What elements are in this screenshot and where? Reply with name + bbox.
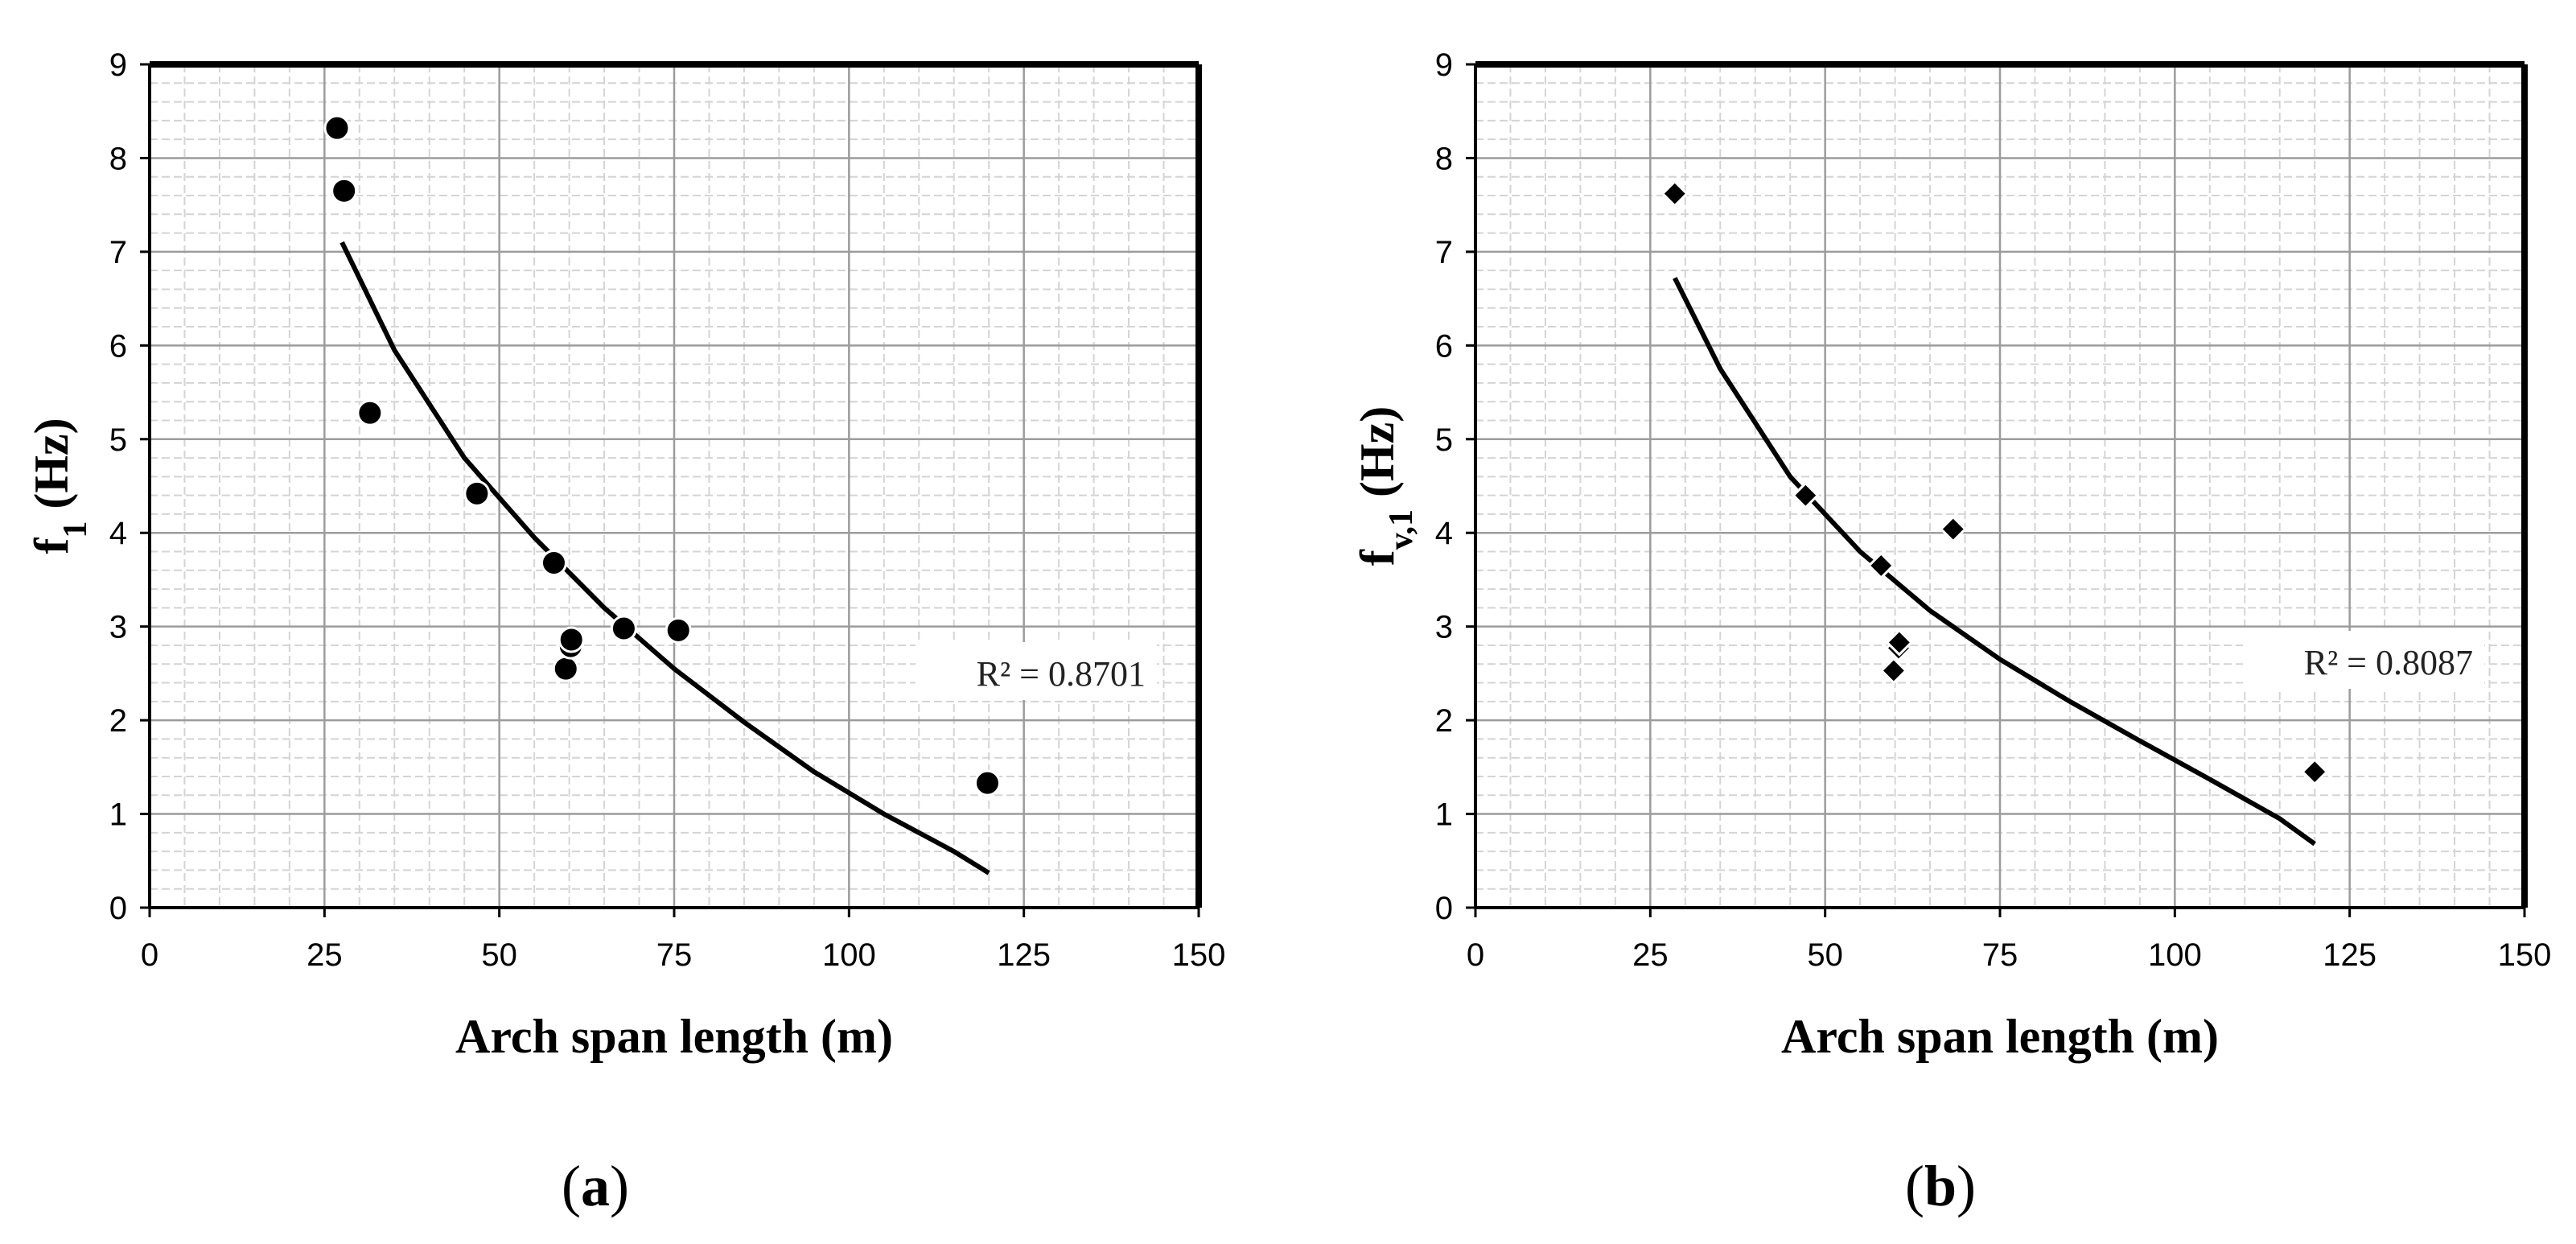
chart-b-y-tick-label: 3: [1435, 610, 1453, 645]
chart-b-x-tick-label: 100: [2148, 937, 2202, 973]
chart-b-panel-label-letter: b: [1924, 1154, 1957, 1218]
chart-a-x-tick-label: 100: [822, 937, 876, 973]
chart-a-panel-label-open: (: [562, 1154, 581, 1218]
chart-a: 0 25 50 75 100 125 150 0 1 2 3 4 5 6 7 8 9 R² = 0.8701 Arc…: [25, 47, 1225, 1218]
chart-b-data-point: [1879, 657, 1907, 685]
chart-a-grid: [148, 63, 1200, 909]
chart-b-grid: [1474, 63, 2526, 909]
chart-a-y-tick-label: 7: [109, 235, 127, 270]
chart-a-y-tick-label: 0: [109, 891, 127, 926]
chart-b-trendline: [1673, 277, 2316, 846]
chart-a-data-point: [973, 769, 1001, 797]
chart-a-x-tick-label: 150: [1172, 937, 1226, 973]
chart-b-y-axis-title-suffix: (Hz): [1351, 406, 1404, 509]
chart-b-panel-label-open: (: [1905, 1154, 1924, 1218]
chart-a-y-tick-label: 8: [109, 141, 127, 176]
chart-a-data-point: [356, 399, 384, 426]
chart-b-data-point: [1792, 481, 1820, 509]
chart-b-y-tick-label: 5: [1435, 422, 1453, 458]
chart-a-r2-box: [916, 642, 1157, 700]
chart-a-r2-annotation: R² = 0.8701: [916, 642, 1157, 700]
chart-a-data-point: [323, 114, 351, 142]
chart-a-x-tick-label: 75: [656, 937, 693, 973]
chart-b-panel-label: (b): [1905, 1154, 1976, 1218]
chart-b-r2-annotation: R² = 0.8087: [2243, 631, 2484, 689]
chart-a-panel-label-letter: a: [581, 1154, 610, 1218]
chart-a-y-axis-title-main: f: [25, 538, 78, 554]
chart-a-y-tick-label: 9: [109, 47, 127, 83]
chart-b: 0 25 50 75 100 125 150 0 1 2 3 4 5 6 7 8 9 R² = 0.8087 Arc…: [1351, 47, 2551, 1218]
chart-b-y-tick-label: 4: [1435, 516, 1453, 551]
chart-b-y-tick-label: 2: [1435, 703, 1453, 739]
chart-b-y-tick-label: 6: [1435, 328, 1453, 364]
chart-b-data-point: [1939, 515, 1967, 543]
chart-a-panel-label: (a): [562, 1154, 629, 1218]
chart-b-y-tick-label: 7: [1435, 235, 1453, 270]
chart-a-data-point: [610, 615, 637, 642]
chart-b-data-point: [2301, 758, 2329, 786]
chart-b-y-tick-label: 9: [1435, 47, 1453, 83]
chart-a-data-points: [323, 114, 1001, 797]
chart-b-x-tick-label: 25: [1632, 937, 1669, 973]
chart-b-y-axis-title-main: f: [1351, 549, 1404, 566]
chart-a-data-point: [463, 480, 491, 507]
chart-b-x-tick-label: 50: [1807, 937, 1843, 973]
chart-b-r2-box: [2243, 631, 2484, 689]
chart-a-y-axis-title: f1 (Hz): [25, 418, 94, 554]
chart-a-y-tick-label: 5: [109, 422, 127, 458]
chart-b-data-point: [1885, 628, 1913, 657]
chart-a-data-point: [665, 616, 692, 644]
chart-b-y-axis-title: fv,1 (Hz): [1351, 406, 1420, 566]
chart-a-x-tick-label: 25: [307, 937, 343, 973]
chart-b-y-axis-title-subscript: v,1: [1383, 509, 1420, 550]
chart-b-x-tick-label: 0: [1467, 937, 1484, 973]
chart-b-r2-label: R² = 0.8087: [2304, 643, 2473, 682]
chart-b-panel-label-close: ): [1957, 1154, 1976, 1218]
chart-b-x-tick-label: 125: [2323, 937, 2376, 973]
chart-b-x-tick-label: 75: [1982, 937, 2018, 973]
chart-a-trendline: [339, 241, 990, 875]
chart-a-y-tick-label: 1: [109, 797, 127, 833]
chart-a-x-tick-label: 0: [141, 937, 158, 973]
chart-a-y-tick-label: 6: [109, 328, 127, 364]
chart-b-y-tick-label: 1: [1435, 797, 1453, 833]
chart-a-y-axis-title-suffix: (Hz): [25, 418, 78, 521]
chart-a-x-tick-label: 50: [481, 937, 517, 973]
chart-b-y-tick-label: 0: [1435, 891, 1453, 926]
chart-b-x-tick-label: 150: [2498, 937, 2552, 973]
chart-a-x-axis-title: Arch span length (m): [455, 1010, 893, 1063]
chart-a-y-tick-label: 4: [109, 516, 127, 551]
chart-a-data-point: [558, 626, 585, 653]
chart-b-x-axis-title: Arch span length (m): [1781, 1010, 2219, 1063]
chart-a-x-tick-label: 125: [997, 937, 1051, 973]
chart-b-data-point: [1660, 179, 1689, 208]
chart-a-panel-label-close: ): [610, 1154, 629, 1218]
chart-a-data-point: [331, 177, 358, 204]
chart-a-r2-label: R² = 0.8701: [977, 654, 1146, 694]
chart-a-y-axis-title-subscript: 1: [57, 521, 94, 538]
chart-a-data-point: [552, 655, 579, 682]
chart-b-y-tick-label: 8: [1435, 141, 1453, 176]
chart-a-y-tick-label: 2: [109, 703, 127, 739]
chart-a-y-tick-label: 3: [109, 610, 127, 645]
chart-a-data-point: [540, 549, 567, 576]
chart-b-data-point: [1867, 551, 1895, 580]
chart-b-data-points: [1660, 179, 2329, 786]
